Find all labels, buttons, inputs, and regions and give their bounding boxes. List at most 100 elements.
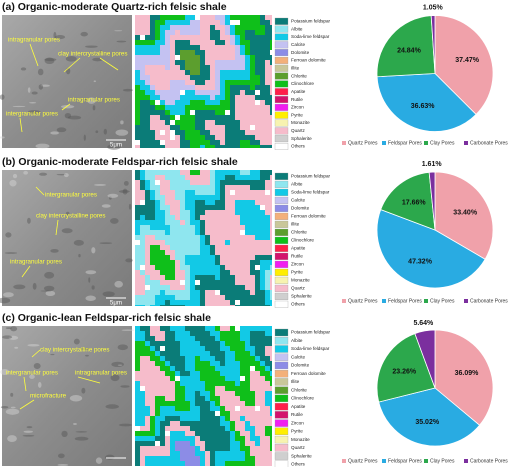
sem-texture [20,67,27,71]
mineral-cell [250,90,255,95]
mineral-cell [210,225,215,230]
mineral-cell [165,406,170,411]
mineral-cell [270,50,272,55]
mineral-cell [165,15,170,20]
mineral-cell [235,220,240,225]
mineral-cell [255,225,260,230]
mineral-cell [230,371,235,376]
mineral-cell [190,100,195,105]
mineral-cell [250,130,255,135]
mineral-cell [215,401,220,406]
mineral-cell [145,255,150,260]
mineral-cell [160,130,165,135]
legend-label: Quartz Pores [348,458,378,464]
mineral-cell [165,376,170,381]
mineral-cell [270,446,272,451]
sem-texture [45,290,56,296]
mineral-cell [180,331,185,336]
mineral-cell [175,230,180,235]
annotation: microfracture [30,393,67,400]
mineral-cell [240,245,245,250]
mineral-cell [155,255,160,260]
mineral-cell [160,255,165,260]
mineral-cell [180,255,185,260]
mineral-cell [160,351,165,356]
mineral-cell [190,446,195,451]
mineral-cell [205,175,210,180]
mineral-cell [135,260,140,265]
mineral-cell [225,411,230,416]
sem-texture [91,247,96,254]
mineral-cell [165,220,170,225]
mineral-cell [255,431,260,436]
mineral-cell [180,180,185,185]
mineral-cell [140,270,145,275]
mineral-cell [200,210,205,215]
mineral-cell [150,220,155,225]
mineral-cell [170,406,175,411]
mineral-cell [215,446,220,451]
mineral-cell [170,50,175,55]
mineral-cell [210,401,215,406]
mineral-cell [245,25,250,30]
mineral-cell [270,406,272,411]
mineral-cell [245,431,250,436]
mineral-cell [140,416,145,421]
mineral-cell [175,130,180,135]
mineral-cell [165,110,170,115]
mineral-cell [140,15,145,20]
mineral-cell [200,90,205,95]
mineral-cell [220,300,225,305]
mineral-cell [230,456,235,461]
mineral-cell [255,180,260,185]
mineral-cell [270,215,272,220]
mineral-cell [245,135,250,140]
mineral-cell [205,436,210,441]
mineral-cell [170,90,175,95]
mineral-cell [170,205,175,210]
mineral-cell [270,431,272,436]
mineral-cell [185,145,190,148]
mineral-cell [240,175,245,180]
mineral-cell [230,351,235,356]
mineral-cell [270,461,272,466]
mineral-cell [205,386,210,391]
mineral-cell [255,170,260,175]
mineral-cell [185,95,190,100]
mineral-cell [175,280,180,285]
mineral-cell [225,401,230,406]
mineral-cell [200,225,205,230]
mineral-cell [225,60,230,65]
mineral-cell [135,210,140,215]
sem-texture [95,130,99,134]
panel-title: (c) Organic-lean Feldspar-rich felsic sh… [2,312,211,324]
mineral-label: Illite [291,379,300,384]
mineral-cell [205,441,210,446]
mineral-cell [140,215,145,220]
mineral-cell [240,300,245,305]
mineral-cell [265,90,270,95]
mineral-cell [145,446,150,451]
mineral-cell [200,235,205,240]
mineral-cell [200,80,205,85]
sem-image [2,170,132,306]
mineral-cell [160,35,165,40]
legend-label: Feldspar Pores [388,298,422,304]
sem-texture [81,387,86,394]
mineral-swatch [274,204,289,212]
mineral-cell [165,290,170,295]
mineral-cell [160,245,165,250]
mineral-cell [240,416,245,421]
mineral-cell [185,200,190,205]
mineral-cell [190,110,195,115]
mineral-cell [135,125,140,130]
mineral-cell [150,240,155,245]
mineral-cell [230,300,235,305]
mineral-cell [230,436,235,441]
mineral-cell [270,280,272,285]
mineral-cell [195,215,200,220]
mineral-cell [155,240,160,245]
mineral-cell [225,285,230,290]
mineral-cell [255,426,260,431]
mineral-cell [170,200,175,205]
